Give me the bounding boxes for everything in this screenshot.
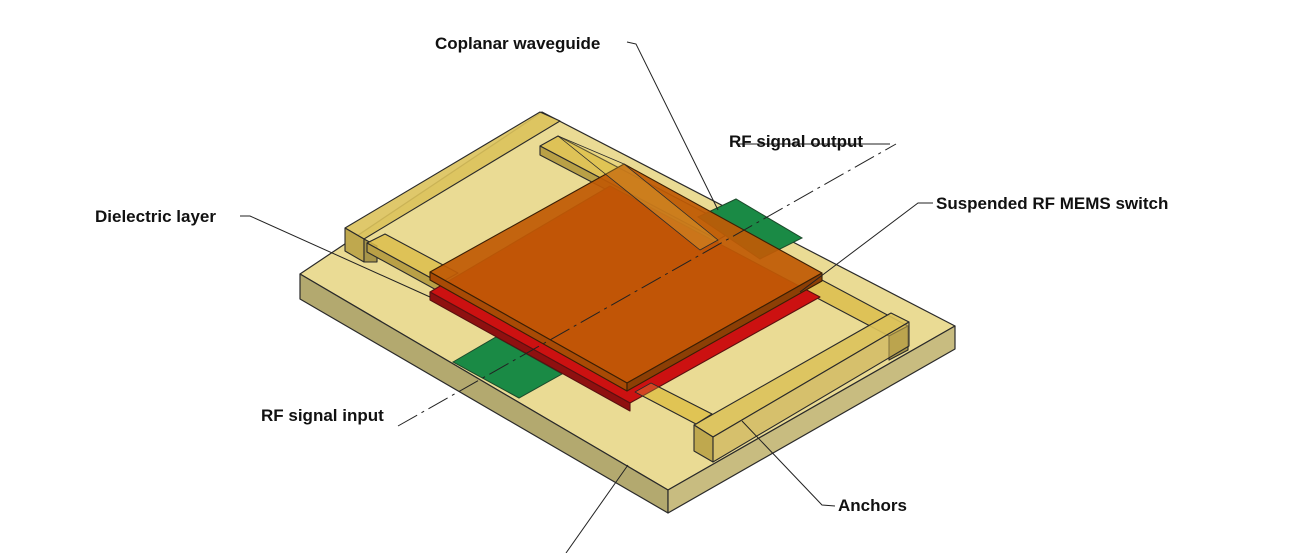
leader-dielectric-layer [240, 215, 431, 298]
label-dielectric-layer: Dielectric layer [95, 207, 216, 226]
label-rf-signal-output: RF signal output [729, 132, 863, 151]
substrate-side-face [667, 325, 956, 514]
signal-axis [397, 143, 897, 427]
label-suspended-switch: Suspended RF MEMS switch [936, 194, 1168, 213]
label-coplanar-waveguide: Coplanar waveguide [435, 34, 600, 53]
membrane-side [626, 272, 823, 392]
leader-coplanar-waveguide [626, 41, 719, 211]
leader-anchors [741, 420, 836, 507]
signal-pad-input [451, 336, 564, 399]
lower-rail-end [712, 321, 910, 463]
leader-suspended-switch [799, 202, 933, 293]
overlay-lower [634, 382, 713, 425]
label-anchors: Anchors [838, 496, 907, 515]
leader-lines [240, 41, 933, 554]
overlay-upper [557, 135, 719, 251]
labels: Coplanar waveguide RF signal output Susp… [95, 34, 1168, 515]
suspended-membrane [429, 163, 823, 392]
waveguide-rail-lower-right [693, 312, 910, 463]
leader-substrate [565, 464, 629, 554]
label-rf-signal-input: RF signal input [261, 406, 384, 425]
waveguide-overlay [557, 135, 719, 425]
